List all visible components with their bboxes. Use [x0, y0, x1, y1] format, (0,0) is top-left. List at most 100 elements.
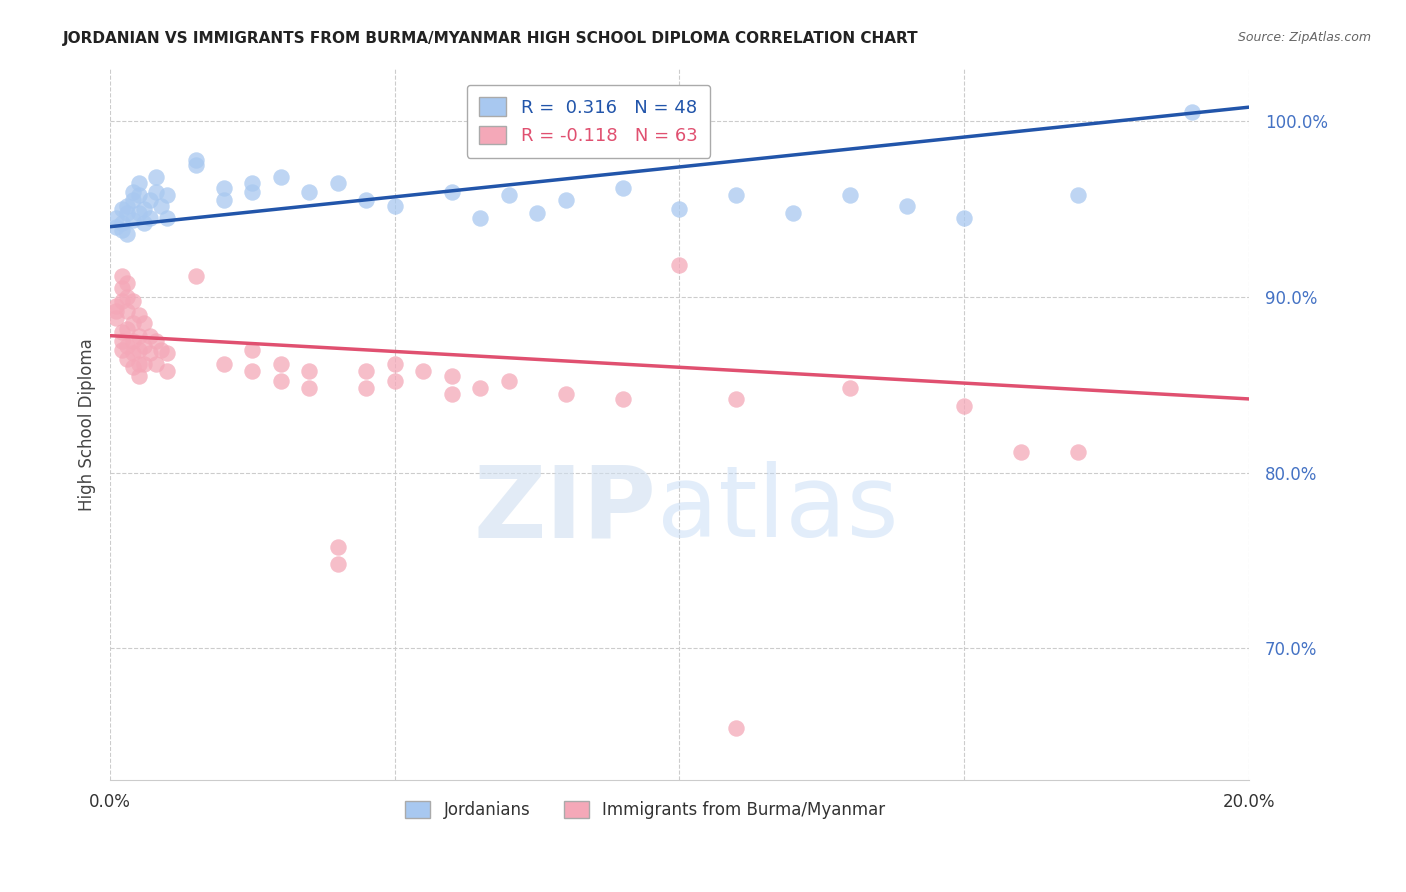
Point [128, 357, 150, 371]
Point [115, 290, 138, 304]
Point [356, 381, 378, 395]
Point [184, 153, 207, 167]
Point [110, 293, 132, 308]
Point [104, 299, 127, 313]
Text: JORDANIAN VS IMMIGRANTS FROM BURMA/MYANMAR HIGH SCHOOL DIPLOMA CORRELATION CHART: JORDANIAN VS IMMIGRANTS FROM BURMA/MYANM… [63, 31, 920, 46]
Point [150, 343, 173, 357]
Point [139, 328, 162, 343]
Point [122, 346, 145, 360]
Point [270, 375, 292, 389]
Point [115, 339, 138, 353]
Point [242, 343, 264, 357]
Text: Source: ZipAtlas.com: Source: ZipAtlas.com [1237, 31, 1371, 45]
Point [896, 198, 918, 212]
Point [953, 399, 976, 413]
Point [1010, 444, 1032, 458]
Point [122, 194, 145, 208]
Point [384, 357, 406, 371]
Point [526, 205, 548, 219]
Point [298, 381, 321, 395]
Point [110, 334, 132, 348]
Point [498, 375, 520, 389]
Point [725, 392, 748, 406]
Point [115, 276, 138, 290]
Point [242, 364, 264, 378]
Point [156, 346, 179, 360]
Point [184, 158, 207, 172]
Point [440, 386, 463, 401]
Point [212, 181, 235, 195]
Point [839, 381, 862, 395]
Point [128, 343, 150, 357]
Point [326, 557, 349, 571]
Point [612, 181, 634, 195]
Point [122, 185, 145, 199]
Point [725, 188, 748, 202]
Point [128, 308, 150, 322]
Point [145, 170, 167, 185]
Point [298, 364, 321, 378]
Point [668, 258, 690, 272]
Point [110, 202, 132, 216]
Point [145, 357, 167, 371]
Point [139, 211, 162, 225]
Point [134, 216, 156, 230]
Point [440, 369, 463, 384]
Point [115, 321, 138, 335]
Point [782, 205, 804, 219]
Point [115, 304, 138, 318]
Point [122, 293, 145, 308]
Point [145, 185, 167, 199]
Point [115, 227, 138, 241]
Point [384, 375, 406, 389]
Point [270, 170, 292, 185]
Point [356, 364, 378, 378]
Point [150, 198, 173, 212]
Point [110, 268, 132, 283]
Point [725, 721, 748, 735]
Point [554, 194, 576, 208]
Point [668, 202, 690, 216]
Point [326, 176, 349, 190]
Point [270, 357, 292, 371]
Y-axis label: High School Diploma: High School Diploma [79, 338, 96, 511]
Point [104, 311, 127, 326]
Point [612, 392, 634, 406]
Point [110, 325, 132, 339]
Point [115, 198, 138, 212]
Point [212, 194, 235, 208]
Point [122, 360, 145, 375]
Point [412, 364, 434, 378]
Point [1067, 188, 1090, 202]
Legend: Jordanians, Immigrants from Burma/Myanmar: Jordanians, Immigrants from Burma/Myanma… [399, 794, 891, 825]
Text: ZIP: ZIP [474, 461, 657, 558]
Point [128, 369, 150, 384]
Point [839, 188, 862, 202]
Point [156, 211, 179, 225]
Point [1181, 105, 1204, 120]
Point [242, 176, 264, 190]
Point [110, 281, 132, 295]
Point [384, 198, 406, 212]
Point [115, 351, 138, 366]
Point [156, 188, 179, 202]
Point [212, 357, 235, 371]
Point [184, 268, 207, 283]
Point [498, 188, 520, 202]
Point [115, 205, 138, 219]
Point [1067, 444, 1090, 458]
Point [110, 223, 132, 237]
Point [122, 212, 145, 227]
Point [298, 185, 321, 199]
Point [128, 188, 150, 202]
Point [440, 185, 463, 199]
Point [104, 304, 127, 318]
Point [953, 211, 976, 225]
Point [134, 317, 156, 331]
Point [110, 216, 132, 230]
Point [470, 211, 492, 225]
Point [326, 540, 349, 554]
Point [470, 381, 492, 395]
Point [134, 357, 156, 371]
Point [122, 334, 145, 348]
